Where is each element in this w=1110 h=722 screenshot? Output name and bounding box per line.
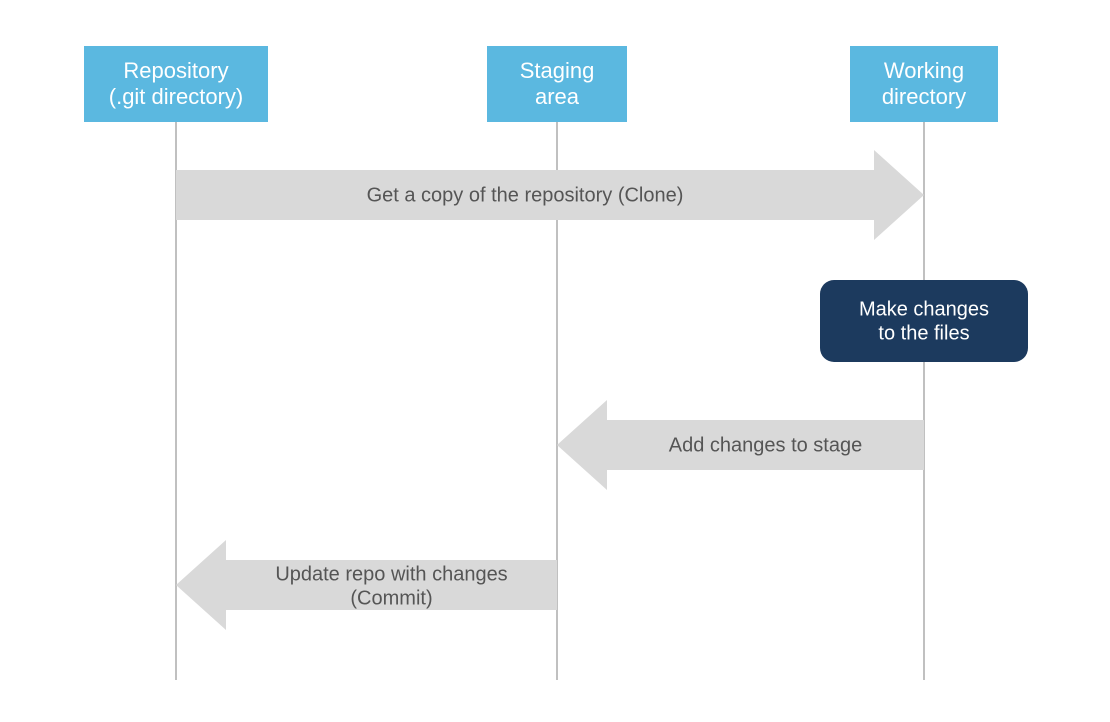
svg-text:(Commit): (Commit) (350, 587, 432, 609)
arrow-add: Add changes to stage (557, 400, 924, 490)
header-repo: Repository(.git directory) (84, 46, 268, 122)
svg-text:Repository: Repository (123, 58, 228, 83)
arrow-clone: Get a copy of the repository (Clone) (176, 150, 924, 240)
arrow-commit: Update repo with changes(Commit) (176, 540, 557, 630)
svg-text:Update repo with changes: Update repo with changes (275, 563, 507, 585)
header-working: Workingdirectory (850, 46, 998, 122)
svg-text:Staging: Staging (520, 58, 595, 83)
svg-text:Make changes: Make changes (859, 298, 989, 320)
svg-text:area: area (535, 84, 580, 109)
header-staging: Stagingarea (487, 46, 627, 122)
svg-text:Add changes to stage: Add changes to stage (669, 434, 862, 456)
svg-text:Working: Working (884, 58, 964, 83)
git-workflow-diagram: Repository(.git directory) Stagingarea Wor… (0, 0, 1110, 722)
action-make-changes: Make changesto the files (820, 280, 1028, 362)
svg-text:directory: directory (882, 84, 966, 109)
svg-text:(.git directory): (.git directory) (109, 84, 243, 109)
svg-text:to the files: to the files (878, 322, 969, 344)
svg-text:Get a copy of the repository (: Get a copy of the repository (Clone) (367, 184, 684, 206)
